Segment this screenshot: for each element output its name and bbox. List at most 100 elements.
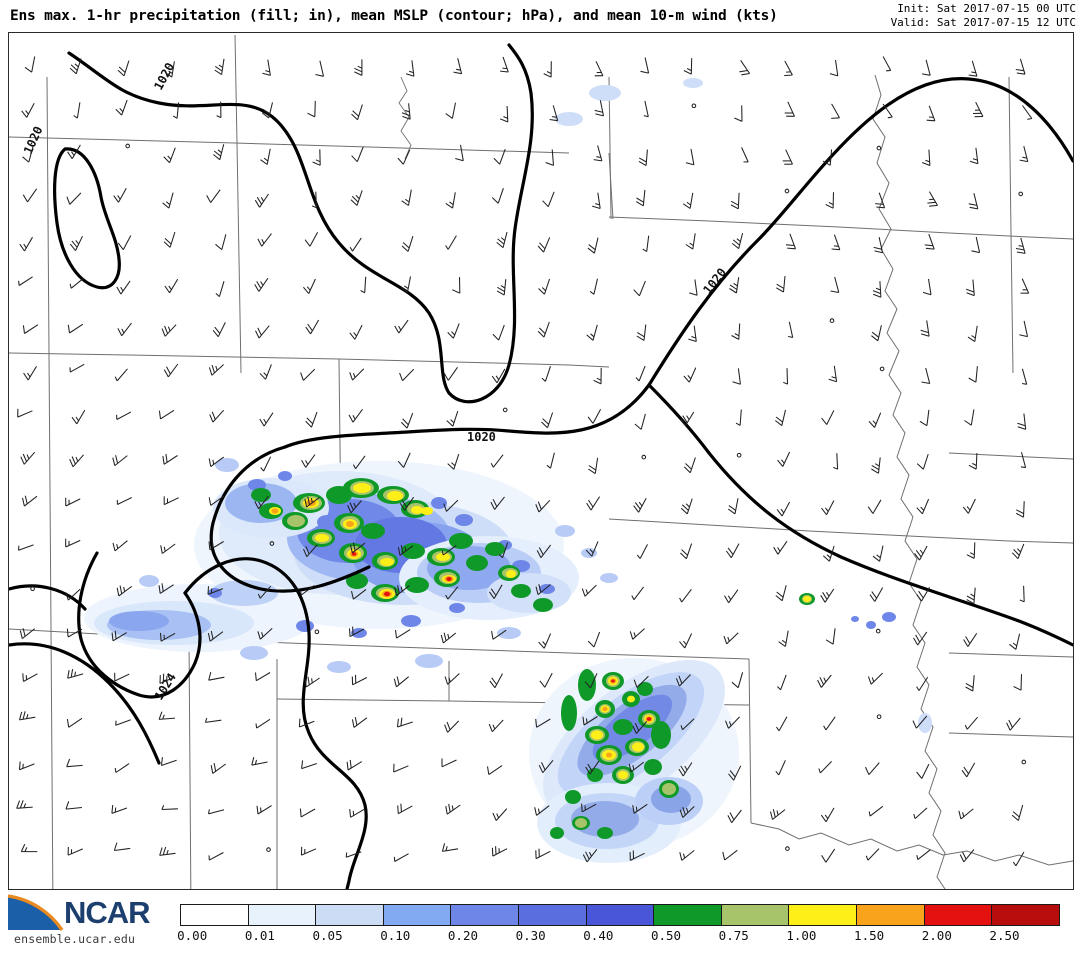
wind-barb: [538, 633, 552, 649]
wind-barb: [262, 59, 271, 76]
wind-barb: [1020, 278, 1030, 294]
wind-barb: [1019, 585, 1025, 603]
wind-barb-calm: [784, 188, 790, 194]
ncar-logo[interactable]: NCAR ensemble.ucar.edu: [6, 894, 174, 946]
wind-barb: [869, 587, 884, 602]
colorbar-segment-6: [586, 905, 655, 925]
wind-barb: [441, 758, 457, 768]
wind-barb-calm: [314, 629, 320, 635]
wind-barb: [443, 366, 458, 381]
wind-barb: [784, 101, 795, 117]
wind-barb-calm: [876, 145, 882, 151]
wind-barb: [546, 452, 555, 469]
wind-barb: [678, 762, 693, 777]
colorbar-segment-2: [316, 905, 384, 925]
colorbar-segment-5: [519, 905, 587, 925]
map-panel[interactable]: 1020 1020 1020 1020 1024: [8, 32, 1074, 890]
wind-barb: [541, 412, 554, 429]
wind-barb: [592, 192, 601, 210]
wind-barb: [1015, 237, 1026, 254]
wind-barb: [968, 60, 978, 77]
wind-barb: [491, 629, 507, 640]
wind-barb: [441, 545, 457, 556]
wind-barb: [116, 585, 133, 597]
wind-barb: [586, 324, 598, 341]
wind-barb: [351, 716, 368, 728]
wind-barb: [257, 233, 272, 247]
wind-barb: [18, 711, 36, 721]
wind-barb: [207, 630, 224, 642]
wind-barb: [300, 846, 317, 856]
wind-barb: [872, 281, 882, 298]
wind-barb: [727, 498, 739, 515]
colorbar-segment-12: [992, 905, 1059, 925]
colorbar[interactable]: 0.00 0.01 0.05 0.10 0.20 0.30 0.40 0.50 0.75 1.00…: [177, 904, 1060, 948]
wind-barb: [304, 231, 319, 247]
wind-barb: [349, 368, 365, 381]
wind-barb: [492, 808, 508, 821]
wind-barb: [829, 60, 839, 77]
wind-barb: [163, 496, 179, 506]
wind-barb: [631, 586, 645, 601]
wind-barb: [820, 807, 835, 823]
wind-barb: [581, 584, 597, 597]
wind-barb: [490, 496, 505, 510]
wind-barb: [164, 278, 179, 294]
wind-barb: [585, 541, 599, 557]
wind-barb: [831, 103, 840, 119]
wind-barb: [24, 56, 36, 73]
wind-barb: [164, 61, 175, 78]
wind-barb: [535, 718, 551, 728]
colorbar-tick-8: 0.75: [718, 928, 749, 943]
colorbar-tick-6: 0.40: [583, 928, 614, 943]
wind-barb: [587, 631, 601, 648]
wind-barb: [919, 409, 930, 427]
wind-barb: [393, 853, 409, 862]
wind-barb: [916, 676, 929, 691]
wind-barb: [71, 409, 86, 425]
wind-barb-calm: [641, 454, 647, 460]
colorbar-tick-3: 0.10: [380, 928, 411, 943]
wind-barb: [207, 809, 225, 815]
wind-barb: [962, 498, 976, 514]
wind-barb: [882, 56, 892, 72]
wind-barb: [916, 763, 930, 779]
wind-barb: [401, 236, 414, 252]
wind-barb: [968, 453, 978, 470]
wind-barb: [445, 192, 456, 209]
wind-barb: [111, 805, 128, 814]
wind-barb: [680, 718, 695, 731]
wind-barb: [537, 237, 551, 253]
wind-barb: [968, 366, 978, 383]
wind-barb: [871, 457, 881, 474]
wind-barb: [916, 453, 929, 470]
wind-barb: [916, 587, 930, 602]
wind-barb: [1006, 717, 1021, 731]
wind-barb: [500, 56, 509, 73]
wind-barb: [723, 632, 739, 645]
wind-barb: [304, 676, 320, 688]
wind-barb: [773, 540, 788, 555]
wind-barb: [215, 234, 227, 251]
wind-barb: [1011, 543, 1025, 560]
wind-barb: [873, 236, 884, 254]
wind-barb: [821, 410, 835, 425]
wind-barb: [689, 279, 698, 296]
wind-barb: [971, 236, 981, 254]
wind-barb: [115, 99, 128, 116]
wind-barb: [825, 628, 836, 645]
wind-barb: [729, 277, 740, 294]
ncar-url: ensemble.ucar.edu: [14, 932, 136, 946]
wind-barb: [634, 413, 646, 430]
wind-barb: [769, 809, 786, 820]
wind-barb: [440, 632, 457, 644]
wind-barb: [254, 672, 271, 682]
wind-barb: [212, 322, 226, 338]
wind-barb: [349, 808, 365, 818]
wind-barb-calm: [1021, 759, 1027, 765]
wind-barb: [65, 497, 81, 507]
wind-barb: [397, 452, 411, 468]
wind-barb: [1012, 851, 1025, 867]
wind-barb: [683, 367, 697, 383]
wind-barb: [543, 61, 552, 78]
